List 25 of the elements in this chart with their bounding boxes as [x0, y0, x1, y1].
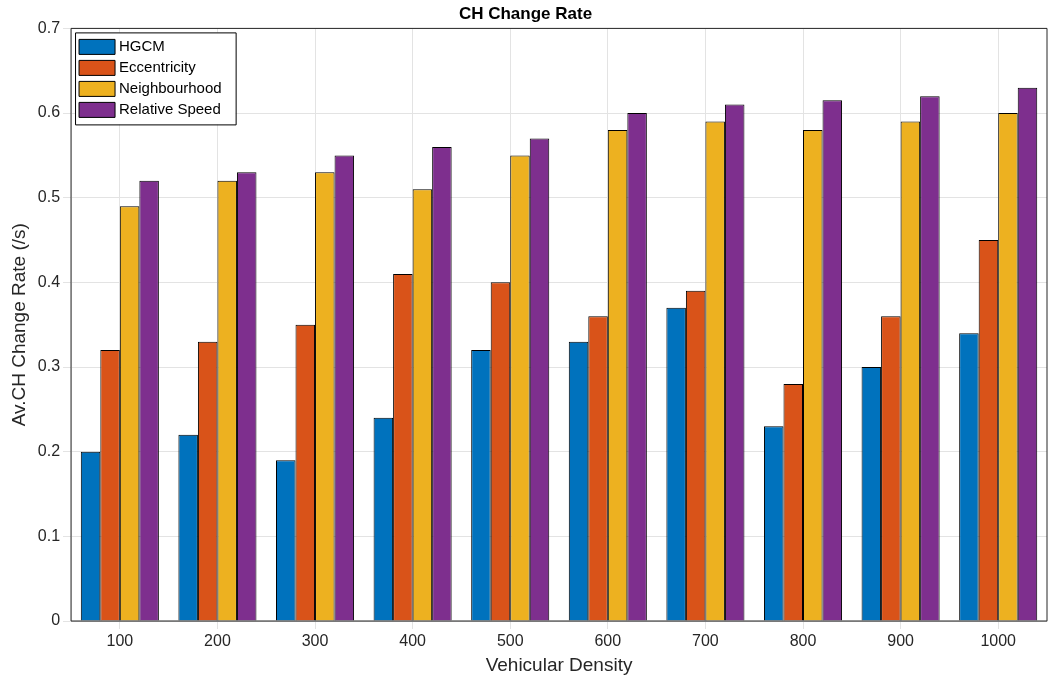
legend-label: HGCM [119, 37, 165, 55]
y-tick-label: 0.1 [37, 526, 61, 544]
legend-label: Eccentricity [119, 58, 197, 76]
x-axis-title: Vehicular Density [485, 653, 633, 675]
legend-label: Relative Speed [119, 100, 221, 118]
x-tick-label: 1000 [980, 632, 1017, 650]
y-tick-label: 0.5 [37, 188, 61, 206]
x-tick-label: 500 [496, 632, 524, 650]
y-tick-label: 0 [51, 611, 61, 629]
x-tick-label: 600 [594, 632, 622, 650]
chart-title: CH Change Rate [458, 3, 593, 23]
y-tick-label: 0.2 [37, 442, 61, 460]
x-tick-label: 700 [692, 632, 719, 650]
y-axis-title: Av.CH Change Rate (/s) [7, 223, 29, 427]
y-tick-label: 0.7 [37, 18, 61, 36]
y-tick-label: 0.4 [37, 272, 61, 290]
legend-label: Neighbourhood [119, 79, 222, 97]
x-tick-label: 400 [399, 632, 427, 650]
x-tick-label: 800 [789, 632, 817, 650]
x-tick-label: 300 [301, 632, 329, 650]
x-tick-label: 100 [106, 632, 134, 650]
y-tick-label: 0.6 [37, 103, 61, 121]
y-tick-label: 0.3 [37, 357, 61, 375]
x-tick-label: 200 [204, 632, 231, 650]
x-tick-label: 900 [887, 632, 915, 650]
